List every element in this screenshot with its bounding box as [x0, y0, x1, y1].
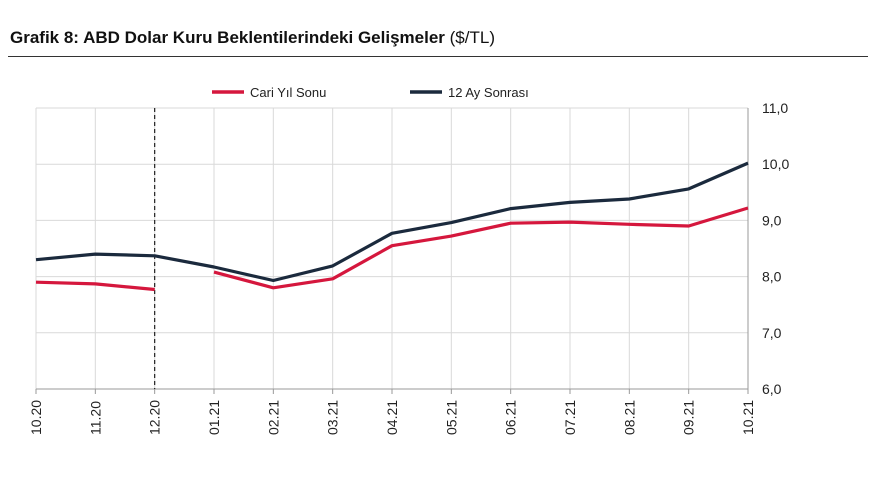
title-divider	[8, 56, 868, 57]
x-tick-label: 12.20	[147, 400, 163, 435]
chart-title-main: Grafik 8: ABD Dolar Kuru Beklentilerinde…	[10, 28, 445, 47]
series-line-12-ay-sonrasi	[35, 161, 749, 283]
y-tick-label: 11,0	[762, 100, 788, 116]
x-tick-label: 01.21	[206, 400, 222, 435]
x-tick-label: 03.21	[325, 400, 341, 435]
series-line-cari-yil-sonu	[35, 280, 155, 292]
legend-label: Cari Yıl Sonu	[250, 85, 326, 100]
legend-label: 12 Ay Sonrası	[448, 85, 529, 100]
y-tick-label: 8,0	[762, 269, 782, 285]
y-tick-label: 10,0	[762, 156, 789, 172]
x-tick-label: 02.21	[265, 400, 281, 435]
y-tick-label: 7,0	[762, 325, 782, 341]
x-tick-label: 10.20	[28, 400, 44, 435]
x-tick-label: 08.21	[621, 400, 637, 435]
y-tick-label: 6,0	[762, 381, 782, 397]
x-tick-label: 06.21	[503, 400, 519, 435]
x-tick-label: 05.21	[443, 400, 459, 435]
series-line-cari-yil-sonu	[213, 206, 749, 290]
chart-title-unit: ($/TL)	[449, 28, 495, 47]
x-tick-label: 09.21	[681, 400, 697, 435]
x-tick-label: 04.21	[384, 400, 400, 435]
x-tick-label: 11.20	[87, 401, 103, 435]
y-tick-label: 9,0	[762, 212, 782, 228]
chart-title: Grafik 8: ABD Dolar Kuru Beklentilerinde…	[10, 28, 495, 48]
x-tick-label: 07.21	[562, 400, 578, 435]
x-tick-label: 10.21	[740, 400, 756, 435]
